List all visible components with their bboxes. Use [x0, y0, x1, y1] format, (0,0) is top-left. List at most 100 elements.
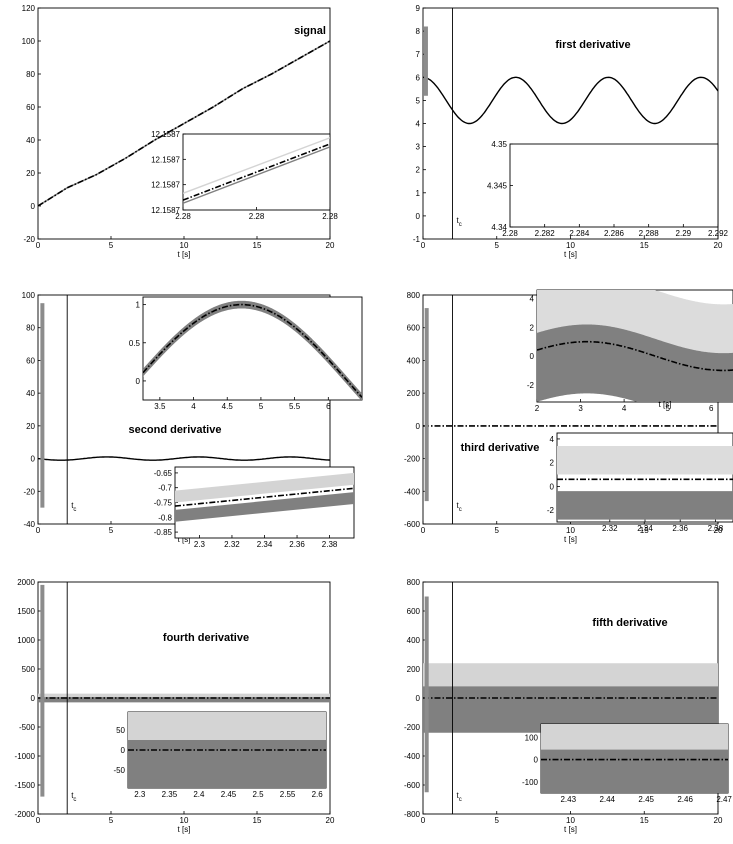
inset-ytick-label: 12.1587	[151, 130, 180, 139]
inset-top-ytick-label: 4	[530, 295, 535, 304]
inset-bottom-series-1-band	[175, 492, 354, 522]
inset-top-xtick-label: 4	[622, 404, 627, 413]
inset-bottom-xtick-label: 2.38	[708, 524, 724, 533]
panel-2-ytick-label: 4	[416, 120, 421, 129]
panel-4-ytick-label: -600	[404, 520, 421, 529]
inset-top-frame	[142, 296, 363, 401]
inset-series-0	[183, 137, 330, 194]
panel-title: fourth derivative	[163, 632, 249, 644]
inset-bottom-xtick-label: 2.32	[602, 524, 618, 533]
inset-bottom-ytick-label: -0.65	[154, 469, 173, 478]
x-axis-label: t [s]	[564, 825, 577, 834]
panel-1-ytick-label: 20	[26, 169, 35, 178]
tc-marker-label: tc	[457, 501, 462, 513]
inset-top-xtick-label: 5.5	[289, 402, 301, 411]
inset-top-xtick-label: 5	[665, 404, 670, 413]
panel-2-ytick-label: 1	[416, 189, 421, 198]
panel-1-ytick-label: 80	[26, 70, 35, 79]
panel-4-ytick-label: -200	[404, 455, 421, 464]
initial-transient	[424, 308, 429, 502]
series-0	[38, 456, 330, 461]
inset-top-xtick-label: 4	[191, 402, 196, 411]
panel-1-xtick-label: 5	[109, 241, 114, 250]
panel-2-ytick-label: -1	[413, 235, 421, 244]
panel-5-ytick-label: -2000	[15, 810, 36, 819]
inset-xtick-label: 2.47	[716, 795, 732, 804]
panel-2-ytick-label: 8	[416, 27, 421, 36]
panel-1-ytick-label: 60	[26, 103, 35, 112]
inset-bottom-ytick-label: -2	[547, 506, 555, 515]
inset-series-1-band	[128, 740, 326, 788]
inset-xtick-label: 2.288	[639, 229, 660, 238]
tc-marker-label: tc	[457, 216, 462, 228]
panel-2-ytick-label: 5	[416, 96, 421, 105]
panel-4-ytick-label: 200	[407, 389, 421, 398]
panel-6-ytick-label: 600	[407, 607, 421, 616]
inset-bottom-series-2	[175, 487, 354, 507]
panel-2-xtick-label: 10	[566, 241, 575, 250]
panel-3-xtick-label: 0	[36, 526, 41, 535]
panel-5-ytick-label: 0	[31, 694, 36, 703]
inset-ytick-label: 4.35	[491, 140, 507, 149]
panel-4-ytick-label: -400	[404, 487, 421, 496]
panel-5-xtick-label: 0	[36, 816, 41, 825]
inset-top-xtick-label: 2	[535, 404, 540, 413]
panel-2-xtick-label: 0	[421, 241, 426, 250]
inset-bottom-xtick-label: 2.36	[672, 524, 688, 533]
panel-3-ytick-label: 80	[26, 324, 35, 333]
inset-frame	[509, 143, 719, 228]
inset-xtick-label: 2.55	[280, 790, 296, 799]
inset-top-xtick-label: 3.5	[154, 402, 166, 411]
panel-6-ytick-label: -200	[404, 723, 421, 732]
inset-top-xtick-label: 4.5	[222, 402, 234, 411]
inset-top-xtick-label: 6	[326, 402, 331, 411]
panel-1-ytick-label: -20	[23, 235, 35, 244]
inset-bottom-ytick-label: 4	[550, 435, 555, 444]
inset-xtick-label: 2.3	[134, 790, 146, 799]
panel-2-xtick-label: 20	[714, 241, 723, 250]
inset-top-ytick-label: 0.5	[129, 339, 141, 348]
inset-xtick-label: 2.28	[502, 229, 518, 238]
inset-ytick-label: 50	[116, 726, 125, 735]
inset-bottom-ytick-label: 0	[550, 482, 555, 491]
panel-2-ytick-label: 2	[416, 166, 421, 175]
panel-title: signal	[294, 25, 326, 37]
panel-4-ytick-label: 800	[407, 291, 421, 300]
inset-top-xlabel: t [s]	[659, 400, 672, 409]
inset-top-xtick-label: 5	[259, 402, 264, 411]
panel-5-ytick-label: -1000	[15, 752, 36, 761]
inset-series-2	[183, 143, 330, 201]
inset-top: 3.5 4 4.5 5 5.5 6 0 0.5 1	[129, 296, 363, 411]
inset-xtick-label: 2.28	[322, 212, 338, 221]
panel-2-xtick-label: 15	[640, 241, 649, 250]
inset-ytick-label: -50	[113, 766, 125, 775]
inset-ytick-label: 100	[525, 733, 539, 742]
panel-5-xtick-label: 5	[109, 816, 114, 825]
panel-2-ytick-label: 0	[416, 212, 421, 221]
panel-6-ytick-label: 800	[407, 578, 421, 587]
panel-3-ytick-label: -40	[23, 520, 35, 529]
inset-top-ytick-label: 2	[530, 323, 535, 332]
inset-ytick-label: 0	[534, 756, 539, 765]
initial-transient	[424, 596, 429, 793]
panel-3-ytick-label: -20	[23, 487, 35, 496]
inset-series-1-band	[541, 749, 728, 793]
panel-3-ytick-label: 100	[22, 291, 36, 300]
x-axis-label: t [s]	[178, 535, 191, 544]
panel-4-xtick-label: 20	[714, 526, 723, 535]
panel-5-xtick-label: 10	[180, 816, 189, 825]
inset-xtick-label: 2.284	[569, 229, 590, 238]
initial-transient	[40, 584, 45, 797]
panel-6-xtick-label: 0	[421, 816, 426, 825]
panel-4-xtick-label: 10	[566, 526, 575, 535]
inset-top-ytick-label: 1	[136, 301, 141, 310]
panel-title: first derivative	[555, 39, 630, 51]
panel-6-xtick-label: 5	[495, 816, 500, 825]
panel-3-ytick-label: 0	[31, 455, 36, 464]
panel-6: 0 5 10 15 20 -800 -600 -400 -200 0 200 400 600 800 tc t…	[404, 578, 732, 834]
panel-3-ytick-label: 60	[26, 356, 35, 365]
inset-ytick-label: 12.1587	[151, 181, 180, 190]
panel-title: second derivative	[129, 424, 222, 436]
